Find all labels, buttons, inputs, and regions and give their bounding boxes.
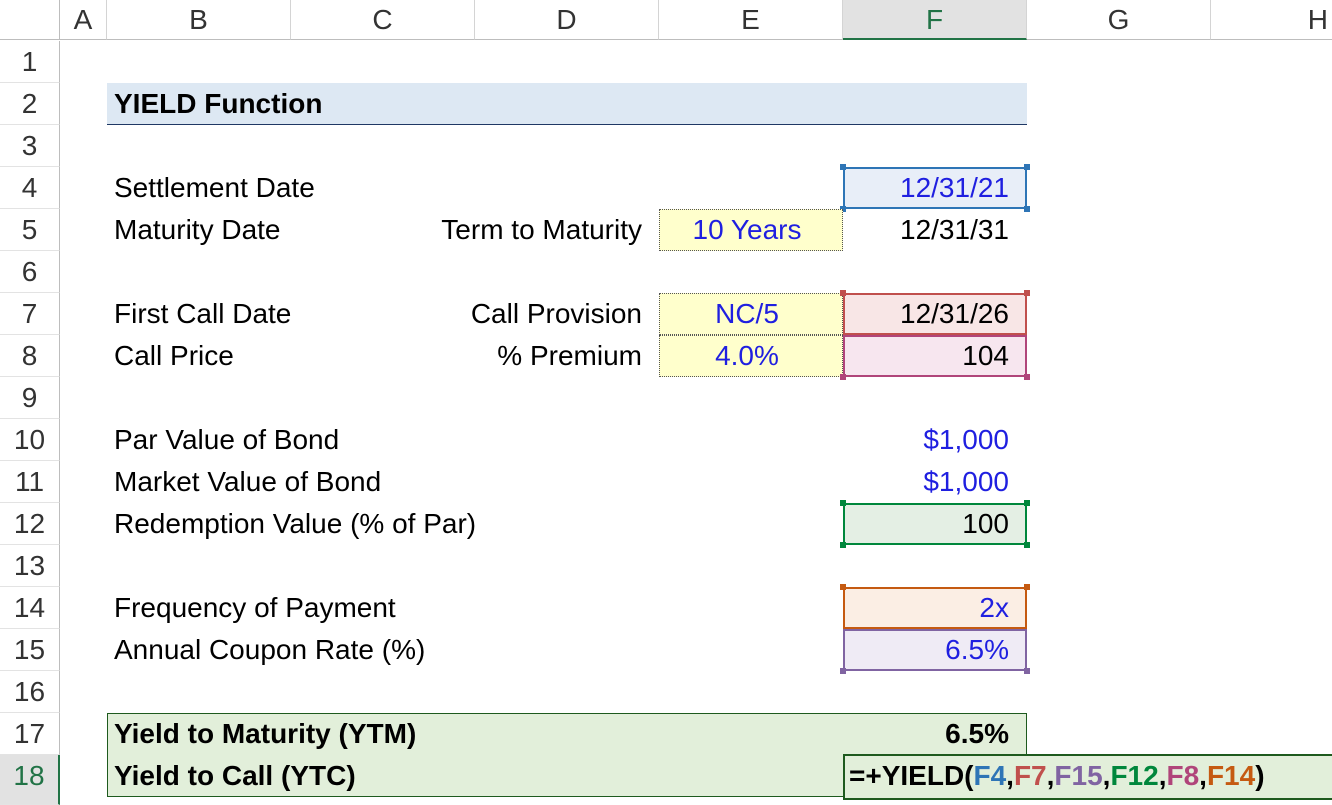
row-header-11[interactable]: 11 [0, 461, 60, 503]
cell-f8-call-price[interactable] [843, 335, 1027, 377]
range-handle-icon[interactable] [1024, 290, 1030, 296]
value-call-price: 104 [962, 340, 1009, 371]
row-header-9[interactable]: 9 [0, 377, 60, 419]
range-handle-icon[interactable] [1024, 668, 1030, 674]
column-header-c[interactable]: C [291, 0, 475, 40]
range-handle-icon[interactable] [840, 668, 846, 674]
range-handle-icon[interactable] [1024, 500, 1030, 506]
label-market-value[interactable]: Market Value of Bond [114, 466, 382, 497]
range-handle-icon[interactable] [840, 500, 846, 506]
cell-f15-coupon-rate[interactable] [843, 629, 1027, 671]
column-header-f[interactable]: F [843, 0, 1027, 40]
column-header-g[interactable]: G [1027, 0, 1211, 40]
formula-comma: , [1006, 760, 1014, 791]
label-par-value[interactable]: Par Value of Bond [114, 424, 340, 455]
formula-comma: , [1199, 760, 1207, 791]
range-handle-icon[interactable] [840, 584, 846, 590]
range-handle-icon[interactable] [840, 206, 846, 212]
select-all-corner[interactable] [0, 0, 60, 40]
value-ytm[interactable]: 6.5% [945, 718, 1009, 749]
cell-e7-call-provision[interactable] [659, 293, 843, 335]
row-header-3[interactable]: 3 [0, 125, 60, 167]
active-cell-f18[interactable] [843, 754, 1332, 800]
label-call-price[interactable]: Call Price [114, 340, 234, 371]
label-ytc[interactable]: Yield to Call (YTC) [114, 760, 356, 791]
label-ytm[interactable]: Yield to Maturity (YTM) [114, 718, 417, 749]
label-first-call-date[interactable]: First Call Date [114, 298, 292, 329]
range-handle-icon[interactable] [840, 374, 846, 380]
cell-f12-redemption-value[interactable] [843, 503, 1027, 545]
formula-suffix: ) [1255, 760, 1265, 791]
label-call-provision[interactable]: Call Provision [470, 298, 642, 329]
range-handle-icon[interactable] [1024, 206, 1030, 212]
value-redemption-value: 100 [962, 508, 1009, 539]
row-header-18[interactable]: 18 [0, 755, 60, 805]
label-premium[interactable]: % Premium [497, 340, 642, 371]
formula-arg-f8: F8 [1166, 760, 1200, 791]
row-header-2[interactable]: 2 [0, 83, 60, 125]
title-band [107, 83, 1027, 125]
row-header-17[interactable]: 17 [0, 713, 60, 755]
row-header-8[interactable]: 8 [0, 335, 60, 377]
row-header-6[interactable]: 6 [0, 251, 60, 293]
value-par-value[interactable]: $1,000 [923, 424, 1009, 455]
label-coupon-rate[interactable]: Annual Coupon Rate (%) [114, 634, 426, 665]
value-frequency: 2x [979, 592, 1009, 623]
formula-arg-f15: F15 [1054, 760, 1103, 791]
cell-e5-term[interactable] [659, 209, 843, 251]
label-term-to-maturity[interactable]: Term to Maturity [441, 214, 642, 245]
range-handle-icon[interactable] [840, 290, 846, 296]
value-market-value[interactable]: $1,000 [923, 466, 1009, 497]
row-header-5[interactable]: 5 [0, 209, 60, 251]
row-header-12[interactable]: 12 [0, 503, 60, 545]
formula-arg-f4: F4 [973, 760, 1007, 791]
range-handle-icon[interactable] [1024, 542, 1030, 548]
label-maturity-date[interactable]: Maturity Date [114, 214, 281, 245]
label-frequency[interactable]: Frequency of Payment [114, 592, 396, 623]
value-call-provision: NC/5 [715, 298, 779, 329]
cell-f14-frequency[interactable] [843, 587, 1027, 629]
row-header-13[interactable]: 13 [0, 545, 60, 587]
range-handle-icon[interactable] [840, 164, 846, 170]
column-header-a[interactable]: A [60, 0, 107, 40]
row-header-10[interactable]: 10 [0, 419, 60, 461]
cell-f7-first-call-date[interactable] [843, 293, 1027, 335]
column-header-b[interactable]: B [107, 0, 291, 40]
formula-comma: , [1046, 760, 1055, 791]
formula-arg-f7: F7 [1013, 760, 1047, 791]
value-maturity-date[interactable]: 12/31/31 [900, 214, 1009, 245]
column-header-d[interactable]: D [475, 0, 659, 40]
value-premium: 4.0% [715, 340, 779, 371]
formula-comma: , [1158, 760, 1167, 791]
column-header-e[interactable]: E [659, 0, 843, 40]
page-title[interactable]: YIELD Function [114, 88, 323, 119]
formula-prefix: =+YIELD( [849, 760, 974, 791]
label-redemption-value[interactable]: Redemption Value (% of Par) [114, 508, 477, 539]
column-header-h[interactable]: H [1211, 0, 1332, 40]
value-coupon-rate: 6.5% [945, 634, 1009, 665]
value-settlement-date: 12/31/21 [900, 172, 1009, 203]
row-header-16[interactable]: 16 [0, 671, 60, 713]
formula-arg-f12: F12 [1110, 760, 1159, 791]
row-header-14[interactable]: 14 [0, 587, 60, 629]
formula-comma: , [1102, 760, 1111, 791]
formula-editor[interactable]: =+YIELD(F4,F7,F15,F12,F8,F14) [849, 755, 1265, 797]
range-handle-icon[interactable] [1024, 584, 1030, 590]
label-settlement-date[interactable]: Settlement Date [114, 172, 315, 203]
row-header-4[interactable]: 4 [0, 167, 60, 209]
row-header-1[interactable]: 1 [0, 41, 60, 83]
row-header-15[interactable]: 15 [0, 629, 60, 671]
cell-f4-settlement-date[interactable] [843, 167, 1027, 209]
cell-e8-premium[interactable] [659, 335, 843, 377]
range-handle-icon[interactable] [1024, 374, 1030, 380]
value-first-call-date: 12/31/26 [900, 298, 1009, 329]
formula-arg-f14: F14 [1206, 760, 1256, 791]
range-handle-icon[interactable] [840, 542, 846, 548]
range-handle-icon[interactable] [1024, 164, 1030, 170]
value-term: 10 Years [692, 214, 802, 245]
row-header-7[interactable]: 7 [0, 293, 60, 335]
